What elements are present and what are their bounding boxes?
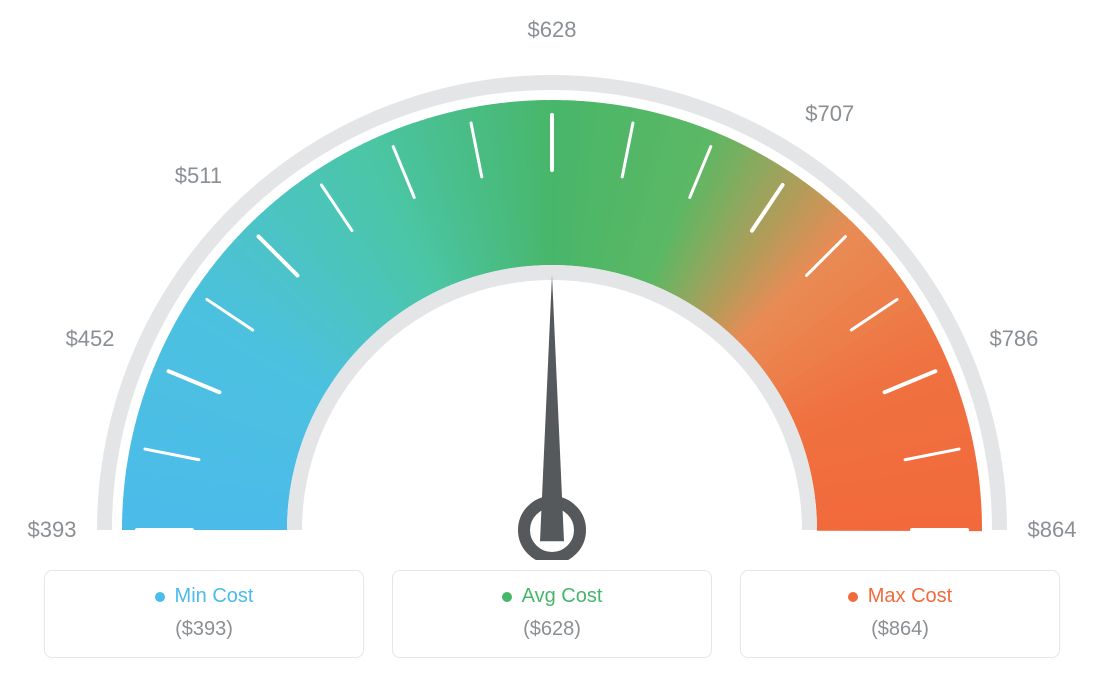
legend-title-avg: Avg Cost [502, 585, 603, 608]
legend-title-max: Max Cost [848, 585, 952, 608]
legend-title-min: Min Cost [155, 585, 254, 608]
legend-title-text: Min Cost [175, 585, 254, 608]
dot-icon [155, 592, 165, 602]
legend-value-max: ($864) [751, 618, 1049, 641]
legend-card-min: Min Cost ($393) [44, 570, 364, 658]
gauge-tick-label: $786 [989, 326, 1038, 352]
legend-title-text: Avg Cost [522, 585, 603, 608]
dot-icon [502, 592, 512, 602]
gauge-chart: $393 $452 $511 $628 $707 $786 $864 [0, 0, 1104, 560]
legend-row: Min Cost ($393) Avg Cost ($628) Max Cost… [0, 570, 1104, 658]
gauge-tick-label: $393 [28, 517, 77, 543]
dot-icon [848, 592, 858, 602]
gauge-tick-label: $511 [175, 163, 222, 189]
gauge-svg [0, 0, 1104, 560]
legend-card-max: Max Cost ($864) [740, 570, 1060, 658]
legend-value-avg: ($628) [403, 618, 701, 641]
legend-title-text: Max Cost [868, 585, 952, 608]
gauge-tick-label: $707 [805, 101, 854, 127]
gauge-tick-label: $628 [528, 17, 577, 43]
legend-value-min: ($393) [55, 618, 353, 641]
gauge-tick-label: $452 [66, 326, 115, 352]
gauge-tick-label: $864 [1028, 517, 1077, 543]
legend-card-avg: Avg Cost ($628) [392, 570, 712, 658]
